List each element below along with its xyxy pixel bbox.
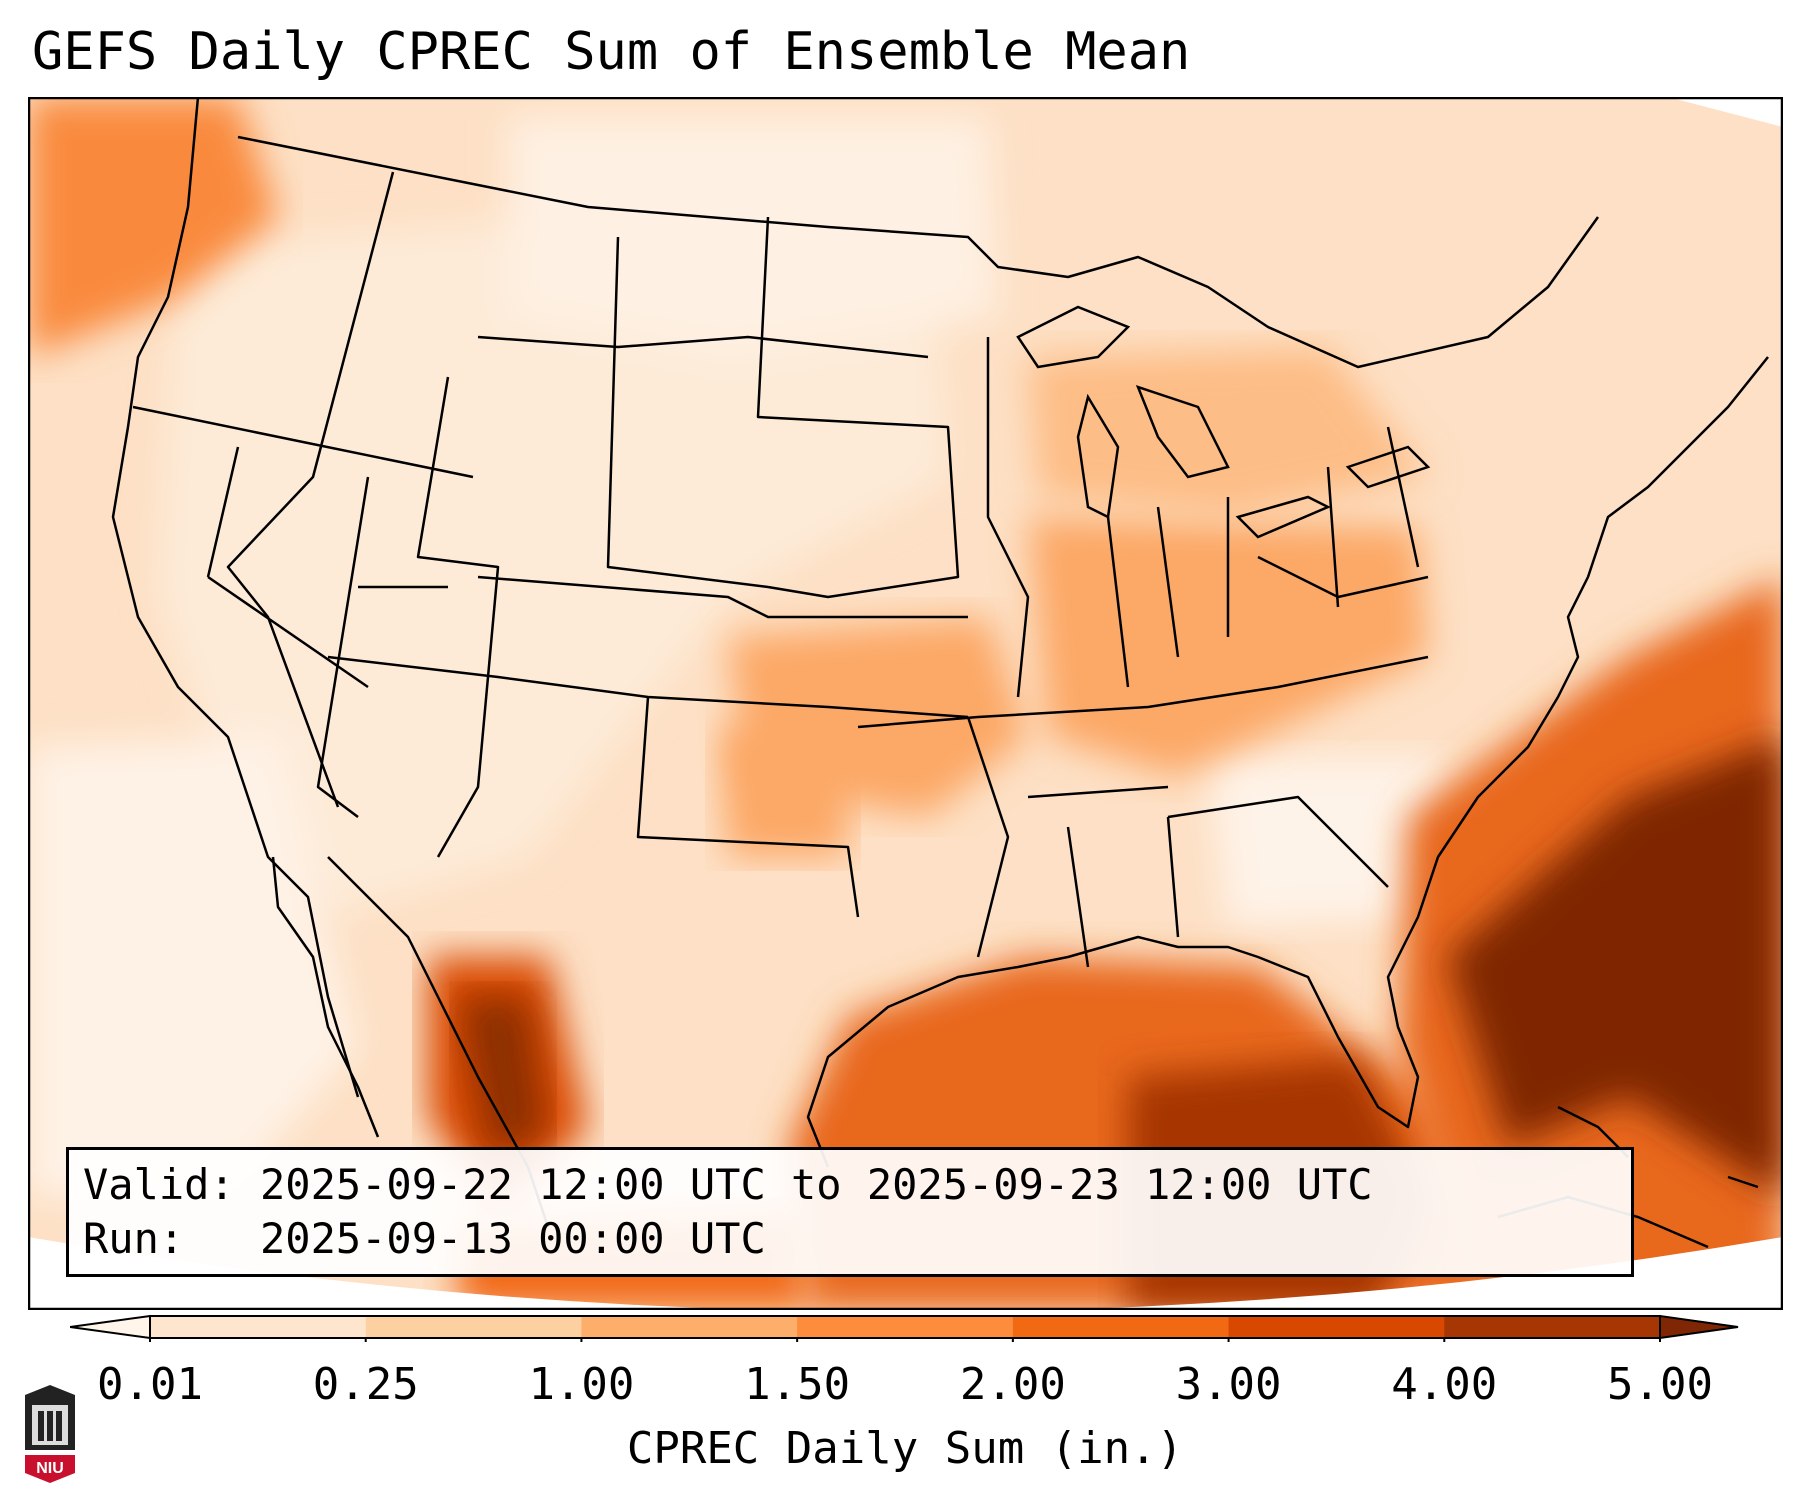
- svg-text:NIU: NIU: [36, 1460, 64, 1477]
- colorbar-bin-3: [797, 1316, 1014, 1338]
- niu-logo: NIU: [25, 1385, 75, 1483]
- map-frame: [28, 97, 1783, 1310]
- colorbar-frame: [149, 1315, 1661, 1339]
- pacific-northwest-precip: [28, 97, 278, 357]
- colorbar-tick-label: 2.00: [959, 1359, 1066, 1410]
- light-precip-west: [158, 207, 948, 917]
- precip-map: [28, 97, 1783, 1310]
- colorbar-over-arrow: [1659, 1314, 1739, 1340]
- ohio-valley-precip: [1028, 517, 1428, 777]
- great-lakes: [1016, 305, 1431, 539]
- colorbar-bin-0: [150, 1316, 367, 1338]
- valid-time-text: Valid: 2025-09-22 12:00 UTC to 2025-09-2…: [83, 1160, 1373, 1209]
- projection-edge-top-right: [1668, 97, 1783, 127]
- state-borders: [111, 97, 1769, 1228]
- colorbar-tick-label: 0.25: [312, 1359, 419, 1410]
- valid-run-info-box: Valid: 2025-09-22 12:00 UTC to 2025-09-2…: [66, 1147, 1634, 1277]
- colorbar-bin-2: [581, 1316, 798, 1338]
- projection-edge: [28, 1237, 1783, 1310]
- colorbar-bin-5: [1228, 1316, 1445, 1338]
- sierra-madre-core: [458, 997, 548, 1157]
- colorbar-label: CPREC Daily Sum (in.): [626, 1423, 1184, 1474]
- colorbar-tick-label: 1.50: [744, 1359, 851, 1410]
- light-precip-southeast: [1208, 757, 1448, 927]
- map-title: GEFS Daily CPREC Sum of Ensemble Mean: [32, 22, 1191, 82]
- colorbar-tick-label: 0.01: [97, 1359, 203, 1410]
- light-precip-southwest-ocean: [28, 737, 358, 1197]
- atlantic-core-precip: [1448, 737, 1783, 1197]
- run-time-text: Run: 2025-09-13 00:00 UTC: [83, 1214, 766, 1263]
- oklahoma-precip: [718, 717, 848, 857]
- colorbar-bin-6: [1444, 1316, 1661, 1338]
- colorbar: [70, 1314, 1739, 1342]
- colorbar-bin-1: [365, 1316, 582, 1338]
- colorbar-bin-4: [1012, 1316, 1230, 1338]
- colorbar-under-arrow: [70, 1314, 151, 1340]
- colorbar-tick-label: 3.00: [1175, 1359, 1282, 1410]
- colorbar-tick-label: 4.00: [1391, 1359, 1498, 1410]
- light-precip-north: [508, 117, 998, 357]
- colorbar-tick-label: 5.00: [1607, 1359, 1713, 1410]
- colorbar-tick-label: 1.00: [528, 1359, 635, 1410]
